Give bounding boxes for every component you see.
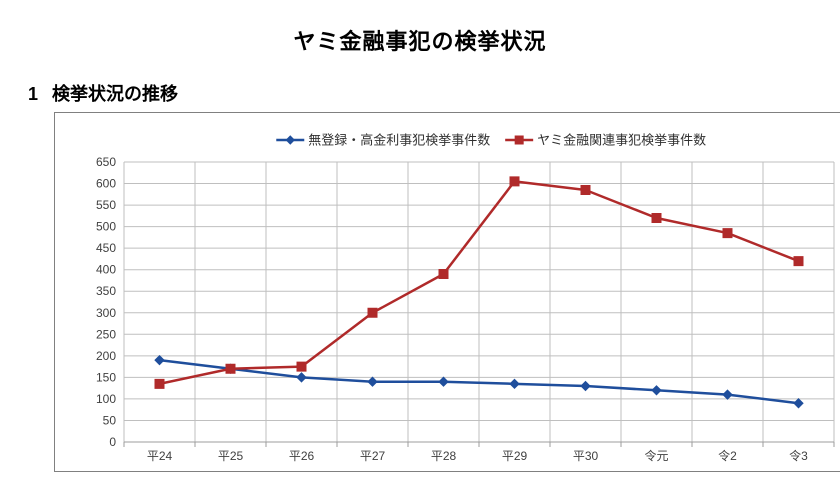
svg-text:無登録・高金利事犯検挙事件数: 無登録・高金利事犯検挙事件数 <box>308 133 490 148</box>
svg-text:100: 100 <box>96 392 116 406</box>
chart-svg: 0 50 100 150 200 250 300 350 400 450 500 550 600 650 平… <box>54 112 840 472</box>
svg-text:150: 150 <box>96 370 116 384</box>
svg-text:平26: 平26 <box>289 449 315 463</box>
svg-text:400: 400 <box>96 263 116 277</box>
svg-text:500: 500 <box>96 220 116 234</box>
svg-text:0: 0 <box>109 435 116 449</box>
svg-text:平30: 平30 <box>573 449 599 463</box>
svg-text:令元: 令元 <box>644 448 668 463</box>
section-title: 検挙状況の推移 <box>52 80 178 106</box>
svg-text:600: 600 <box>96 177 116 191</box>
svg-text:550: 550 <box>96 198 116 212</box>
svg-text:平27: 平27 <box>360 449 386 463</box>
svg-text:200: 200 <box>96 349 116 363</box>
svg-text:平24: 平24 <box>147 449 173 463</box>
arrests-trend-chart: 0 50 100 150 200 250 300 350 400 450 500 550 600 650 平… <box>54 112 816 472</box>
svg-text:令3: 令3 <box>789 448 808 463</box>
svg-text:650: 650 <box>96 155 116 169</box>
page-title: ヤミ金融事犯の検挙状況 <box>24 24 816 56</box>
section-header: 1 検挙状況の推移 <box>28 80 816 106</box>
svg-text:300: 300 <box>96 306 116 320</box>
svg-text:平25: 平25 <box>218 449 244 463</box>
svg-text:平29: 平29 <box>502 449 528 463</box>
svg-text:ヤミ金融関連事犯検挙事件数: ヤミ金融関連事犯検挙事件数 <box>537 133 706 148</box>
svg-text:平28: 平28 <box>431 449 457 463</box>
svg-text:350: 350 <box>96 284 116 298</box>
svg-text:50: 50 <box>103 413 117 427</box>
svg-text:250: 250 <box>96 327 116 341</box>
svg-text:450: 450 <box>96 241 116 255</box>
section-number: 1 <box>28 84 38 105</box>
svg-text:令2: 令2 <box>718 448 737 463</box>
